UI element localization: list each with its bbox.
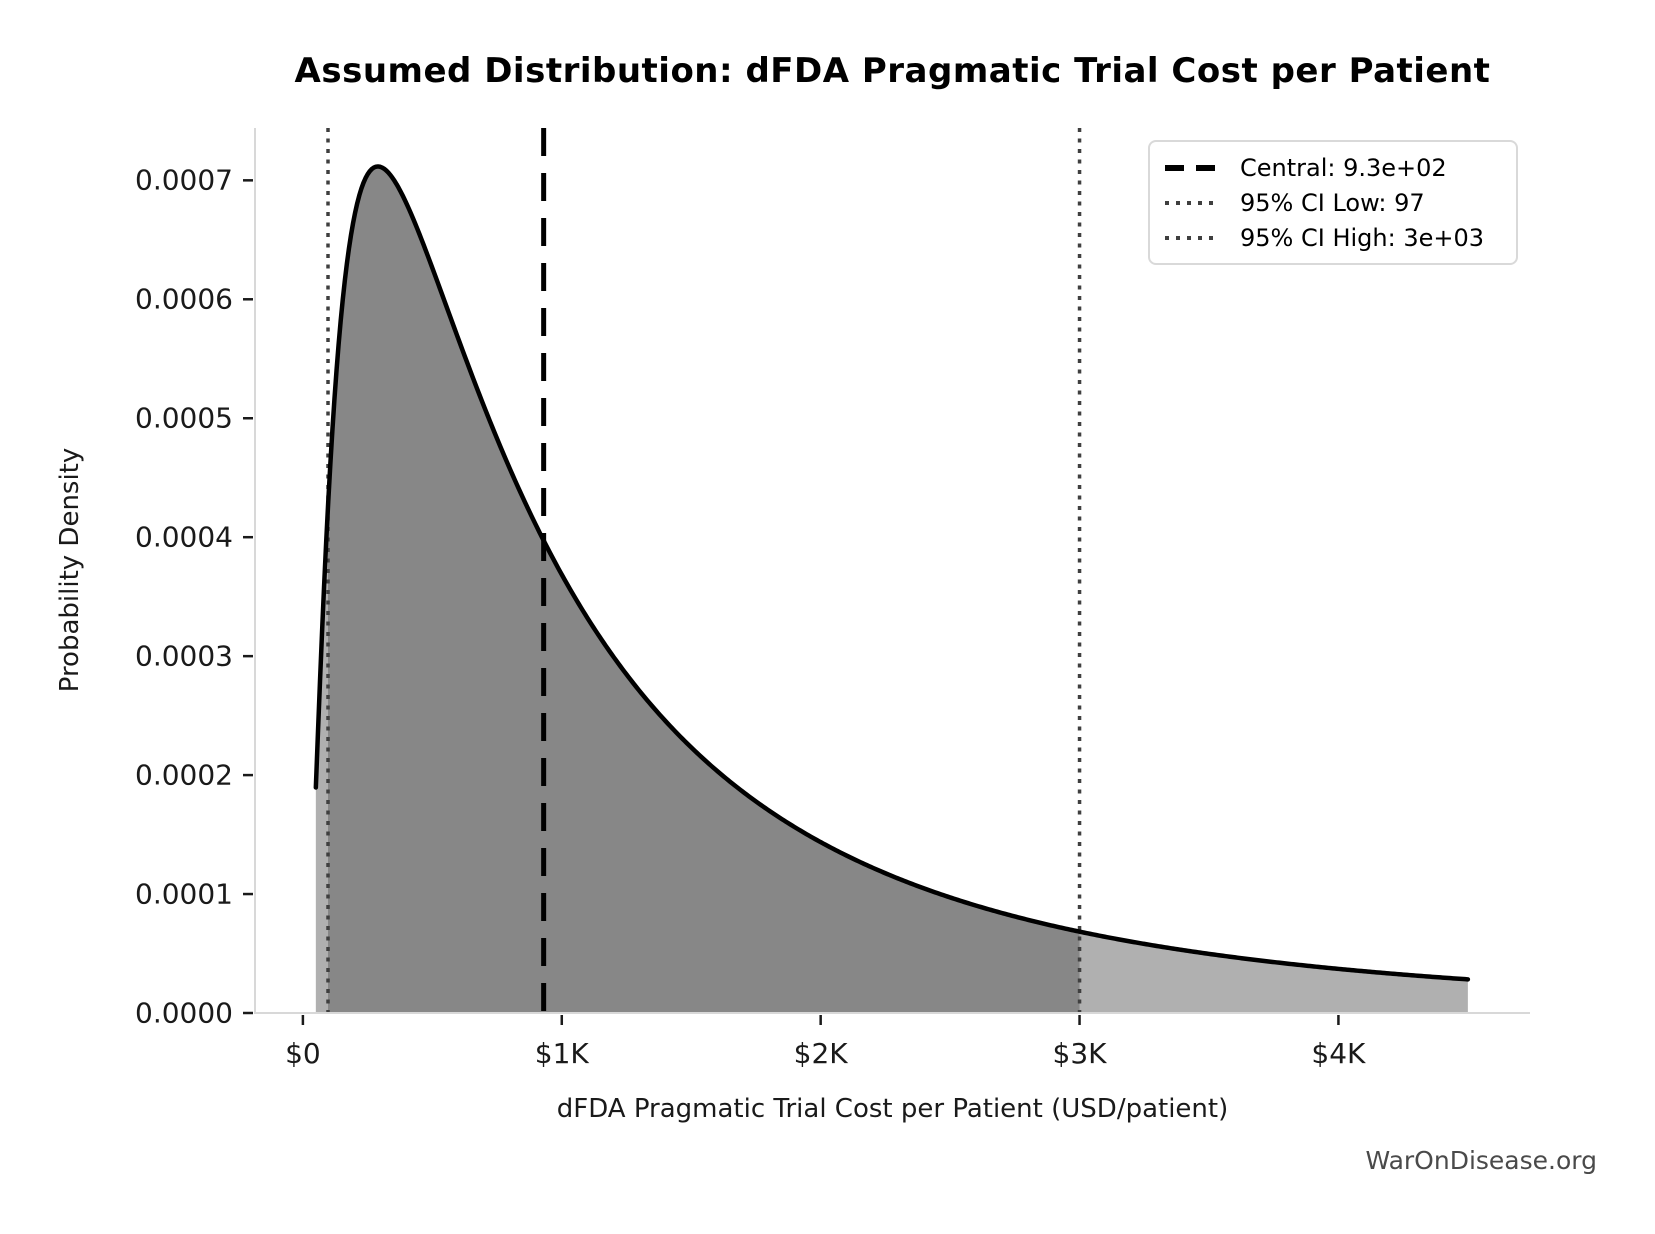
density-fill-ci	[328, 166, 1080, 1013]
density-curve	[313, 164, 1471, 982]
